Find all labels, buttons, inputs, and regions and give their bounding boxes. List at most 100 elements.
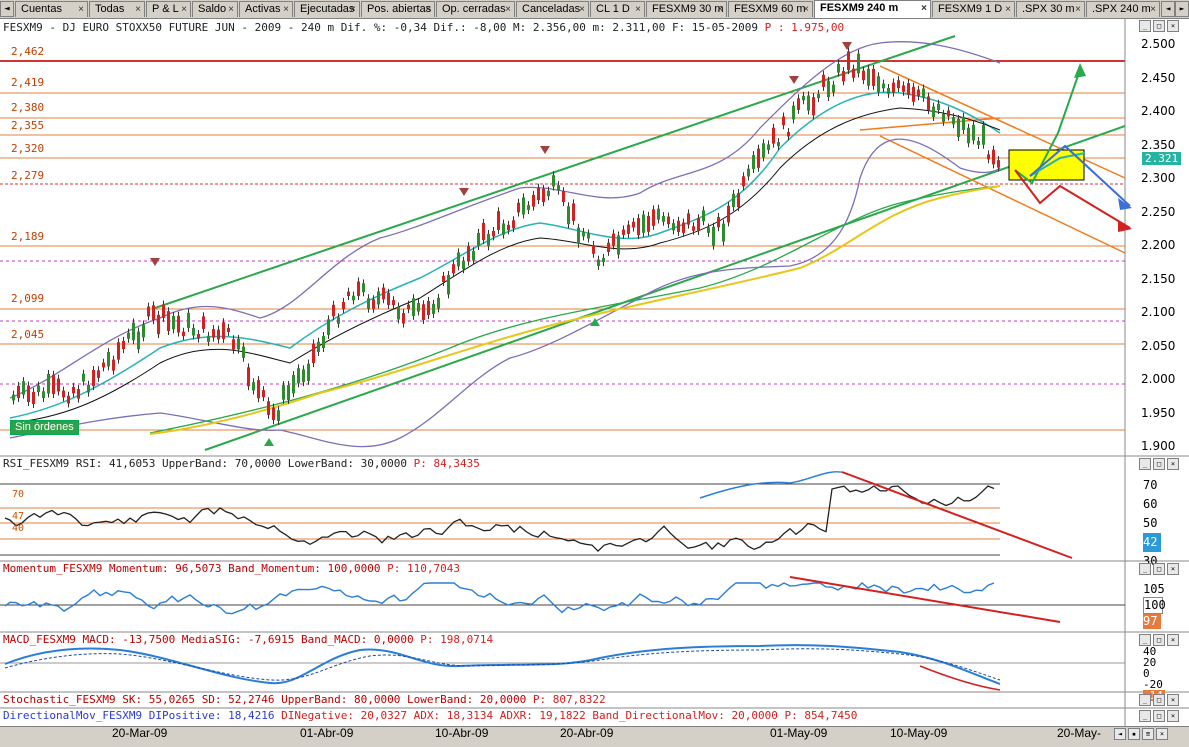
candle-body: [767, 144, 770, 150]
rsi-axis-label: 60: [1143, 497, 1158, 511]
price-axis-label: 2.200: [1141, 238, 1176, 252]
candle-body: [797, 98, 800, 110]
candle-body: [997, 160, 1000, 168]
candle-body: [212, 329, 215, 338]
tab-fesxm9-60m[interactable]: FESXM9 60 m ×: [728, 1, 813, 17]
close-icon[interactable]: ×: [181, 4, 187, 15]
dmi-label: DirectionalMov_FESXM9 DIPositive: 18,421…: [3, 709, 275, 722]
candle-body: [727, 205, 730, 223]
tab-pos-abiertas[interactable]: Pos. abiertas ×: [361, 1, 435, 17]
level-label: 2,419: [11, 76, 45, 89]
tab-cuentas[interactable]: Cuentas ×: [15, 1, 88, 17]
maximize-icon[interactable]: □: [1153, 634, 1165, 646]
tab-fesxm9-1d[interactable]: FESXM9 1 D ×: [932, 1, 1015, 17]
close-icon[interactable]: ×: [1075, 4, 1081, 15]
close-icon[interactable]: ×: [1167, 563, 1179, 575]
minimize-icon[interactable]: _: [1139, 694, 1151, 706]
close-icon[interactable]: ×: [1167, 458, 1179, 470]
candle-body: [642, 214, 645, 233]
maximize-icon[interactable]: □: [1153, 458, 1165, 470]
close-icon[interactable]: ×: [1167, 20, 1179, 32]
save-icon[interactable]: ▪: [1128, 728, 1140, 740]
close-icon[interactable]: ×: [505, 4, 511, 15]
macd-axis-label: -20: [1143, 678, 1163, 691]
macd-axis-label: 0: [1143, 667, 1150, 680]
tab-scroll-right-icon[interactable]: ►: [1175, 1, 1189, 17]
close-icon[interactable]: ×: [228, 4, 234, 15]
candle-body: [722, 223, 725, 242]
candle-body: [522, 197, 525, 215]
close-icon[interactable]: ×: [635, 4, 641, 15]
close-icon[interactable]: ×: [1167, 694, 1179, 706]
macd-label: MACD_FESXM9 MACD: -13,7500 MediaSIG: -7,…: [3, 633, 414, 646]
tab-op-cerradas[interactable]: Op. cerradas ×: [436, 1, 515, 17]
tab-fesxm9-30m[interactable]: FESXM9 30 m ×: [646, 1, 727, 17]
candle-body: [542, 188, 545, 203]
tab-cl-1d[interactable]: CL 1 D ×: [590, 1, 645, 17]
close-icon[interactable]: ×: [135, 4, 141, 15]
close-icon[interactable]: ×: [1005, 4, 1011, 15]
close-icon[interactable]: ×: [921, 3, 927, 14]
tab-ejecutadas[interactable]: Ejecutadas ×: [294, 1, 360, 17]
candle-body: [912, 86, 915, 102]
candle-body: [572, 203, 575, 221]
close-icon[interactable]: ×: [803, 4, 809, 15]
no-orders-badge[interactable]: Sin órdenes: [10, 420, 79, 435]
close-icon[interactable]: ×: [1150, 4, 1156, 15]
chart-canvas[interactable]: [0, 18, 1189, 726]
price-axis-label: 2.050: [1141, 338, 1176, 353]
tab-label: FESXM9 1 D: [938, 3, 1003, 15]
candle-body: [222, 322, 225, 339]
minimize-icon[interactable]: _: [1139, 563, 1151, 575]
minimize-icon[interactable]: _: [1139, 458, 1151, 470]
tab-label: Op. cerradas: [442, 3, 506, 15]
minimize-icon[interactable]: _: [1139, 710, 1151, 722]
maximize-icon[interactable]: □: [1153, 694, 1165, 706]
maximize-icon[interactable]: □: [1153, 710, 1165, 722]
candle-body: [492, 231, 495, 237]
candle-body: [52, 374, 55, 395]
tab-activas[interactable]: Activas ×: [239, 1, 293, 17]
tab-todas[interactable]: Todas ×: [89, 1, 145, 17]
close-icon[interactable]: ×: [1167, 710, 1179, 722]
candle-body: [17, 385, 20, 398]
candle-body: [412, 298, 415, 316]
candle-body: [487, 233, 490, 247]
tab-saldo[interactable]: Saldo ×: [192, 1, 238, 17]
close-icon[interactable]: ×: [283, 4, 289, 15]
candle-body: [652, 209, 655, 226]
tab-spx-30m[interactable]: .SPX 30 m ×: [1016, 1, 1085, 17]
minimize-icon[interactable]: _: [1139, 20, 1151, 32]
momentum-panel-controls: _ □ ×: [1137, 563, 1179, 576]
close-icon[interactable]: ×: [350, 4, 356, 15]
candle-body: [897, 80, 900, 89]
minimize-icon[interactable]: _: [1139, 634, 1151, 646]
maximize-icon[interactable]: □: [1153, 20, 1165, 32]
settings-icon[interactable]: ≡: [1142, 728, 1154, 740]
candle-body: [877, 76, 880, 93]
buy-signal-icon: [590, 318, 600, 326]
tab-spx-240m[interactable]: .SPX 240 m ×: [1086, 1, 1160, 17]
close-icon[interactable]: ×: [78, 4, 84, 15]
tab-scroll-left-icon[interactable]: ◄: [1161, 1, 1175, 17]
candle-body: [937, 103, 940, 111]
close-icon[interactable]: ×: [425, 4, 431, 15]
candle-body: [402, 313, 405, 324]
close-icon[interactable]: ×: [579, 4, 585, 15]
candle-body: [12, 394, 15, 401]
close-icon[interactable]: ×: [1167, 634, 1179, 646]
tab-scroll-left-button[interactable]: ◄: [0, 1, 14, 17]
tab-pyl[interactable]: P & L ×: [146, 1, 191, 17]
maximize-icon[interactable]: □: [1153, 563, 1165, 575]
dmi-p-value: P: 854,7450: [784, 709, 858, 722]
scroll-left-icon[interactable]: ◄: [1114, 728, 1126, 740]
close-icon[interactable]: ×: [1156, 728, 1168, 740]
tab-fesxm9-240m[interactable]: FESXM9 240 m ×: [814, 0, 931, 18]
candlesticks: [12, 47, 1000, 425]
candle-body: [77, 389, 80, 399]
close-icon[interactable]: ×: [717, 4, 723, 15]
momentum-axis-label: 97: [1143, 614, 1161, 629]
momentum-header: Momentum_FESXM9 Momentum: 96,5073 Band_M…: [3, 562, 460, 575]
candle-body: [667, 216, 670, 225]
tab-canceladas[interactable]: Canceladas ×: [516, 1, 589, 17]
